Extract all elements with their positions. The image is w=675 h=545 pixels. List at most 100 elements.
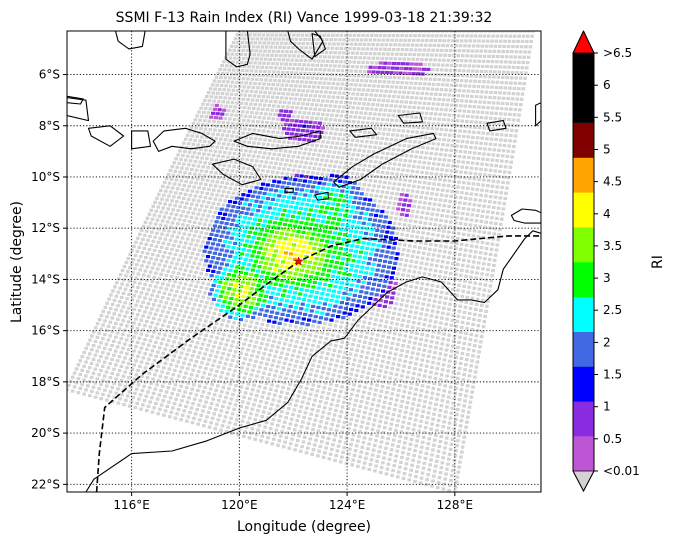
ri-footprint (395, 34, 400, 38)
ri-footprint (302, 278, 307, 282)
ri-footprint (475, 214, 480, 218)
ri-footprint (331, 255, 336, 259)
ri-footprint (308, 241, 313, 245)
ri-footprint (492, 96, 497, 100)
ri-footprint (486, 132, 490, 136)
ri-footprint (246, 329, 251, 333)
ri-footprint (221, 244, 226, 248)
ri-footprint (223, 150, 227, 155)
ri-footprint (177, 218, 182, 222)
ri-footprint (339, 325, 343, 329)
ri-footprint (168, 238, 173, 242)
ri-footprint (391, 147, 396, 151)
ri-footprint (236, 89, 240, 93)
ri-footprint (282, 127, 287, 131)
ri-footprint (438, 178, 442, 182)
ri-footprint (302, 151, 307, 155)
ri-footprint (195, 190, 200, 194)
ri-footprint (258, 246, 263, 250)
ri-footprint (216, 216, 221, 220)
ri-footprint (346, 277, 351, 281)
ri-footprint (282, 45, 286, 49)
ri-footprint (317, 281, 322, 286)
ri-footprint (359, 310, 364, 314)
ri-footprint (361, 260, 366, 265)
ri-footprint (265, 53, 270, 57)
ri-footprint (175, 276, 179, 280)
ri-footprint (206, 214, 211, 218)
ri-footprint (457, 206, 461, 210)
ri-footprint (241, 131, 245, 135)
ri-footprint (230, 292, 235, 296)
ri-footprint (443, 353, 448, 357)
ri-footprint (430, 365, 434, 369)
ri-footprint (491, 179, 496, 183)
ri-footprint (357, 319, 361, 323)
ri-footprint (154, 244, 159, 248)
ri-footprint (183, 296, 188, 300)
ri-footprint (187, 246, 191, 250)
ri-footprint (249, 339, 253, 343)
ri-footprint (387, 181, 392, 185)
ri-footprint (221, 80, 226, 84)
ri-footprint (223, 96, 227, 100)
ri-footprint (329, 192, 334, 196)
ri-footprint (300, 341, 305, 345)
ri-footprint (526, 31, 531, 33)
ri-footprint (220, 323, 224, 327)
ri-footprint (324, 117, 328, 121)
ri-footprint (200, 114, 204, 118)
ri-footprint (520, 92, 525, 96)
ri-footprint (304, 308, 309, 312)
ri-footprint (224, 222, 229, 226)
ri-footprint (341, 137, 346, 141)
ri-footprint (211, 215, 216, 219)
ri-footprint (427, 121, 431, 125)
ri-footprint (360, 285, 365, 289)
ri-footprint (282, 66, 287, 70)
ri-footprint (413, 245, 417, 249)
ri-footprint (299, 133, 304, 137)
ri-footprint (445, 123, 450, 127)
ri-footprint (164, 301, 169, 305)
ri-footprint (353, 333, 358, 337)
ri-footprint (295, 215, 300, 219)
ri-footprint (486, 210, 490, 214)
ri-footprint (319, 224, 324, 228)
ri-footprint (336, 236, 341, 241)
ri-footprint (390, 191, 394, 195)
ri-footprint (250, 57, 255, 61)
ri-footprint (296, 316, 301, 320)
ri-footprint (413, 290, 417, 294)
ri-footprint (299, 287, 304, 292)
ri-footprint (348, 115, 353, 119)
ri-footprint (337, 271, 342, 275)
ri-footprint (299, 160, 304, 164)
ri-footprint (270, 184, 275, 188)
ri-footprint (441, 143, 445, 147)
ri-footprint (442, 255, 446, 259)
ri-footprint (310, 102, 314, 107)
ri-footprint (188, 138, 193, 142)
ri-footprint (157, 192, 161, 196)
ri-footprint (285, 105, 290, 109)
ri-footprint (396, 247, 401, 251)
ri-footprint (238, 336, 242, 341)
ri-footprint (180, 200, 184, 205)
ri-footprint (465, 34, 469, 38)
ri-footprint (451, 313, 455, 317)
ri-footprint (344, 114, 348, 118)
ri-footprint (153, 298, 158, 303)
ri-footprint (392, 182, 397, 186)
ri-footprint (198, 208, 202, 212)
ri-footprint (243, 243, 248, 247)
ri-footprint (233, 37, 238, 41)
ri-footprint (370, 33, 374, 38)
ri-footprint (354, 69, 358, 73)
ri-footprint (253, 292, 258, 296)
ri-footprint (251, 45, 256, 49)
ri-footprint (291, 262, 296, 266)
ri-footprint (337, 232, 342, 236)
ri-footprint (353, 56, 358, 60)
ri-footprint (120, 269, 125, 273)
